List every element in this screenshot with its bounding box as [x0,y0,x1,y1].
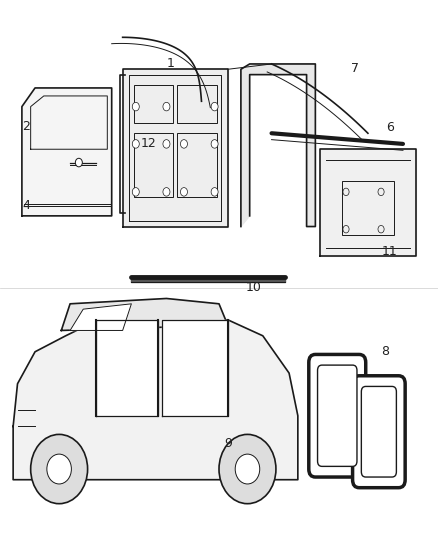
Circle shape [163,188,170,196]
Polygon shape [96,320,158,416]
Text: 4: 4 [22,199,30,212]
Circle shape [47,454,71,484]
Circle shape [132,140,139,148]
Bar [177,85,217,123]
Text: 8: 8 [381,345,389,358]
Text: 6: 6 [386,122,394,134]
Circle shape [75,158,82,167]
Bar [134,133,173,197]
FancyBboxPatch shape [353,376,405,488]
Polygon shape [22,88,112,216]
Polygon shape [320,149,416,256]
Text: 7: 7 [351,62,359,75]
Polygon shape [162,320,228,416]
Circle shape [343,225,349,233]
Bar [342,181,394,235]
Circle shape [211,188,218,196]
Bar [177,133,217,197]
Polygon shape [61,298,228,330]
Circle shape [343,188,349,196]
FancyBboxPatch shape [361,386,396,477]
Polygon shape [123,69,228,227]
Circle shape [180,188,187,196]
Circle shape [31,434,88,504]
Polygon shape [241,64,315,227]
Circle shape [180,140,187,148]
Text: 1: 1 [167,58,175,70]
Polygon shape [13,320,298,480]
Circle shape [211,140,218,148]
Text: 2: 2 [22,120,30,133]
Circle shape [378,188,384,196]
Circle shape [378,225,384,233]
Circle shape [163,140,170,148]
Text: 11: 11 [382,245,398,258]
Text: 9: 9 [224,437,232,450]
Text: 12: 12 [141,138,157,150]
Circle shape [235,454,260,484]
Text: 10: 10 [246,281,262,294]
Circle shape [211,102,218,111]
Bar [134,85,173,123]
FancyBboxPatch shape [318,365,357,466]
Circle shape [219,434,276,504]
Polygon shape [70,304,131,330]
Circle shape [163,102,170,111]
Circle shape [132,188,139,196]
FancyBboxPatch shape [309,354,366,477]
Circle shape [132,102,139,111]
